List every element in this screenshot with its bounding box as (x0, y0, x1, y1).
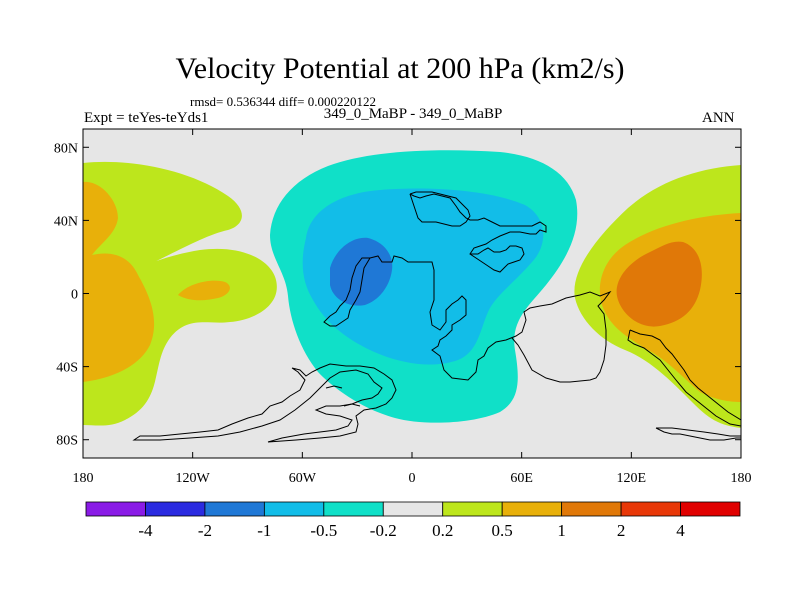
colorbar-swatch (680, 501, 741, 517)
x-tick-label: 180 (73, 471, 94, 486)
x-tick-label: 120W (176, 471, 211, 486)
chart-title: Velocity Potential at 200 hPa (km2/s) (175, 52, 625, 85)
y-tick-label: 40N (54, 214, 78, 229)
field-positive-mid-west (83, 181, 155, 382)
colorbar-swatch (561, 501, 622, 517)
x-tick-label: 0 (409, 471, 416, 486)
colorbar-label: 0.5 (492, 521, 513, 540)
colorbar-label: 1 (557, 521, 566, 540)
colorbar-swatch (145, 501, 206, 517)
x-tick-label: 60W (289, 471, 317, 486)
colorbar-swatch (382, 501, 444, 517)
field-positive-mid-west-small (178, 280, 230, 301)
colorbar-swatch (501, 501, 563, 517)
coastline-australia (627, 329, 741, 427)
colorbar-label: -0.5 (310, 521, 337, 540)
field-negative-strong (330, 237, 393, 306)
colorbar-swatch (263, 501, 325, 517)
colorbar-label: -1 (257, 521, 271, 540)
coastline-north-america (409, 193, 547, 273)
y-tick-label: 80S (56, 434, 78, 449)
coastline-misc-small (325, 385, 361, 407)
y-tick-label: 80N (54, 141, 78, 156)
colorbar-swatch (85, 501, 146, 517)
coastline-north-africa-europe (369, 255, 612, 383)
continent-outlines (132, 191, 741, 443)
field-positive-strong-east (616, 241, 702, 327)
colorbar-label: -2 (198, 521, 212, 540)
field-negative-mid (302, 188, 544, 365)
colorbar-label: -0.2 (370, 521, 397, 540)
colorbar-swatch (323, 501, 384, 517)
coastline-greenland-arctic (409, 191, 471, 227)
colorbar-swatch (442, 501, 503, 517)
season-label: ANN (702, 110, 735, 126)
y-tick-label: 40S (56, 361, 78, 376)
colorbar-label: 4 (676, 521, 685, 540)
cases-label: 349_0_MaBP - 349_0_MaBP (323, 106, 503, 122)
x-tick-label: 180 (731, 471, 752, 486)
coastline-south-america (323, 257, 371, 327)
x-tick-label: 60E (510, 471, 533, 486)
colorbar-label: 0.2 (432, 521, 453, 540)
experiment-label: Expt = teYes-teYds1 (84, 110, 209, 126)
colorbar: -4 -2 -1 -0.5 -0.2 0.2 0.5 1 2 4 (85, 501, 741, 540)
map-fields (83, 129, 741, 458)
y-tick-label: 0 (71, 288, 78, 303)
colorbar-label: 2 (617, 521, 626, 540)
colorbar-label: -4 (138, 521, 153, 540)
colorbar-swatch (620, 501, 681, 517)
axes: 180 120W 60W 0 60E 120E 180 80N 40N 0 40S 80S (54, 129, 752, 486)
x-tick-label: 120E (617, 471, 647, 486)
stats-label: rmsd= 0.536344 diff= 0.000220122 (190, 94, 376, 109)
colorbar-swatch (204, 501, 265, 517)
coastline-antarctic-east (655, 427, 741, 441)
